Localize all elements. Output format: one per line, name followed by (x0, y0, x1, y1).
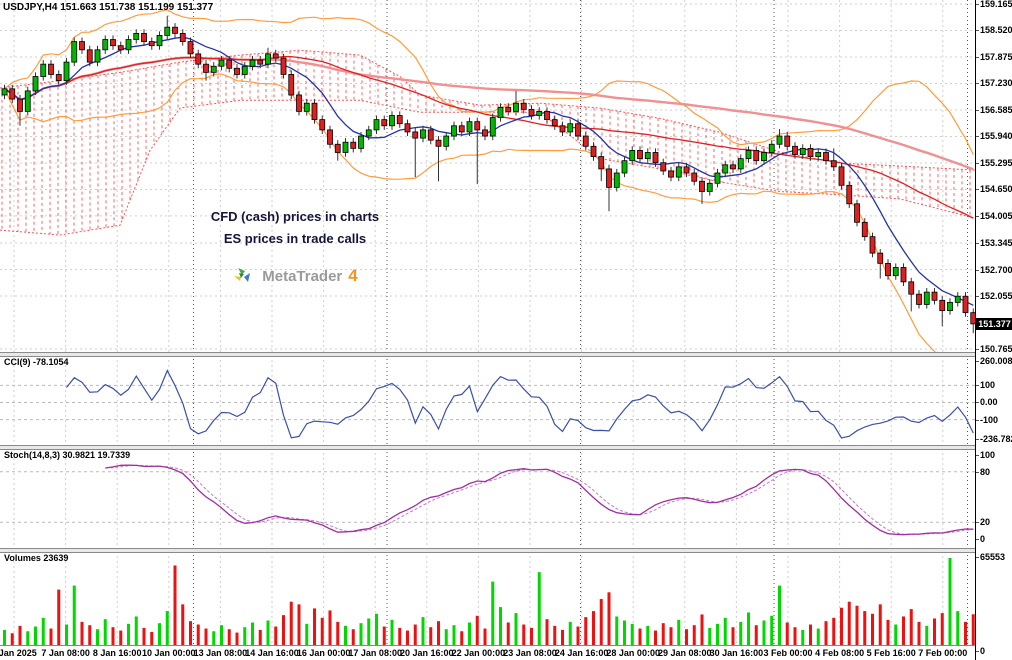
time-axis-label: 14 Jan 16:00 (245, 648, 299, 658)
axis-tick-mark (976, 162, 979, 164)
stoch-axis-label: 80 (980, 466, 991, 477)
price-axis-label: 152.055 (980, 291, 1012, 302)
axis-tick-mark (976, 136, 979, 138)
price-axis-label: 153.345 (980, 238, 1012, 249)
axis-tick-mark (976, 243, 979, 245)
time-axis-label: 16 Jan 00:00 (296, 648, 351, 658)
axis-tick-mark (976, 557, 979, 558)
axis-tick-mark (976, 215, 979, 217)
axis-tick-mark (976, 455, 979, 456)
cci-indicator-panel[interactable] (0, 355, 975, 445)
price-axis-label: 155.295 (980, 157, 1012, 168)
time-axis-label: 5 Feb 16:00 (866, 648, 916, 658)
volume-axis-min-label: 0 (980, 646, 986, 656)
time-axis-label: 7 Feb 00:00 (918, 648, 968, 658)
axis-tick-mark (976, 471, 979, 473)
time-axis-label: 28 Jan 00:00 (606, 648, 660, 658)
price-axis-label: 152.700 (980, 264, 1012, 275)
time-axis-label: 23 Jan 08:00 (503, 648, 557, 658)
axis-tick-mark (976, 419, 979, 421)
time-axis-label: 10 Jan 00:00 (142, 648, 196, 658)
time-axis-label: 22 Jan 00:00 (451, 648, 506, 658)
price-axis-label: 154.005 (980, 210, 1012, 221)
stoch-axis-label: 0 (980, 534, 986, 544)
time-axis-label: 3 Feb 00:00 (763, 648, 813, 658)
price-axis-label: 156.585 (980, 104, 1012, 115)
cci-indicator-label: CCI(9) -78.1054 (4, 357, 69, 367)
axis-tick-mark (976, 349, 979, 350)
cci-axis-label: -236.7829 (980, 434, 1012, 444)
price-axis-label: 154.650 (980, 184, 1012, 195)
axis-tick-mark (976, 439, 979, 440)
axis-tick-mark (976, 539, 979, 540)
chart-title-ohlc: USDJPY,H4 151.663 151.738 151.199 151.37… (3, 2, 214, 13)
cci-axis-label: 0.00 (980, 397, 998, 408)
metatrader-logo-icon (234, 268, 251, 282)
price-axis-label: 158.520 (980, 25, 1012, 36)
axis-tick-mark (976, 385, 979, 387)
watermark-line-1: CFD (cash) prices in charts (210, 209, 380, 224)
price-axis-label: 157.875 (980, 51, 1012, 62)
main-price-chart[interactable] (0, 0, 975, 352)
separator-cci-stoch[interactable] (0, 445, 975, 450)
cci-axis-label: 100 (980, 380, 996, 391)
time-axis-label: 30 Jan 16:00 (709, 648, 764, 658)
axis-tick-mark (976, 56, 979, 58)
time-axis-label: 13 Jan 08:00 (193, 648, 248, 658)
volumes-panel[interactable] (0, 551, 975, 646)
stoch-axis-label: 100 (980, 450, 996, 460)
time-axis-label: 4 Feb 08:00 (815, 648, 865, 658)
axis-tick-mark (976, 189, 979, 191)
price-axis-label: 157.230 (980, 78, 1012, 89)
axis-tick-mark (976, 361, 979, 362)
time-axis-label: 8 Jan 16:00 (92, 648, 142, 658)
axis-tick-mark (976, 402, 979, 404)
time-axis-label: 6 Jan 2025 (0, 648, 37, 658)
axis-tick-mark (976, 651, 979, 652)
price-axis[interactable]: 151.377 159.165 158.520 157.875 157.230 156.… (975, 0, 1012, 660)
time-axis-label: 24 Jan 16:00 (554, 648, 609, 658)
stoch-axis-label: 20 (980, 517, 991, 528)
time-axis-label: 17 Jan 08:00 (348, 648, 402, 658)
axis-tick-mark (976, 269, 979, 271)
stochastic-indicator-panel[interactable] (0, 448, 975, 548)
current-price-tag: 151.377 (976, 317, 1012, 330)
cci-axis-label: -100 (980, 414, 999, 425)
volume-axis-max-label: 65553 (980, 552, 1006, 562)
chart-watermark: CFD (cash) prices in charts ES prices in… (170, 206, 420, 288)
time-axis-label: 29 Jan 08:00 (658, 648, 712, 658)
volumes-indicator-label: Volumes 23639 (4, 553, 69, 563)
axis-tick-mark (976, 30, 979, 32)
price-axis-label: 150.765 (980, 344, 1012, 354)
axis-tick-mark (976, 296, 979, 298)
price-axis-label: 155.940 (980, 131, 1012, 142)
metatrader-brand: MetaTrader 4 (170, 264, 420, 288)
time-axis-label: 20 Jan 16:00 (400, 648, 454, 658)
axis-tick-mark (976, 83, 979, 85)
metatrader-brand-number: 4 (348, 266, 358, 285)
axis-tick-mark (976, 109, 979, 111)
separator-stoch-volumes[interactable] (0, 548, 975, 553)
separator-main-cci[interactable] (0, 352, 975, 357)
time-axis-label: 7 Jan 08:00 (41, 648, 90, 658)
watermark-line-2: ES prices in trade calls (223, 231, 367, 246)
axis-tick-mark (976, 4, 979, 5)
metatrader-brand-name: MetaTrader (262, 267, 343, 285)
price-axis-label: 159.165 (980, 0, 1012, 9)
cci-axis-label: 260.0084 (980, 356, 1012, 366)
axis-tick-mark (976, 522, 979, 524)
stoch-indicator-label: Stoch(14,8,3) 30.9821 19.7339 (4, 450, 131, 460)
